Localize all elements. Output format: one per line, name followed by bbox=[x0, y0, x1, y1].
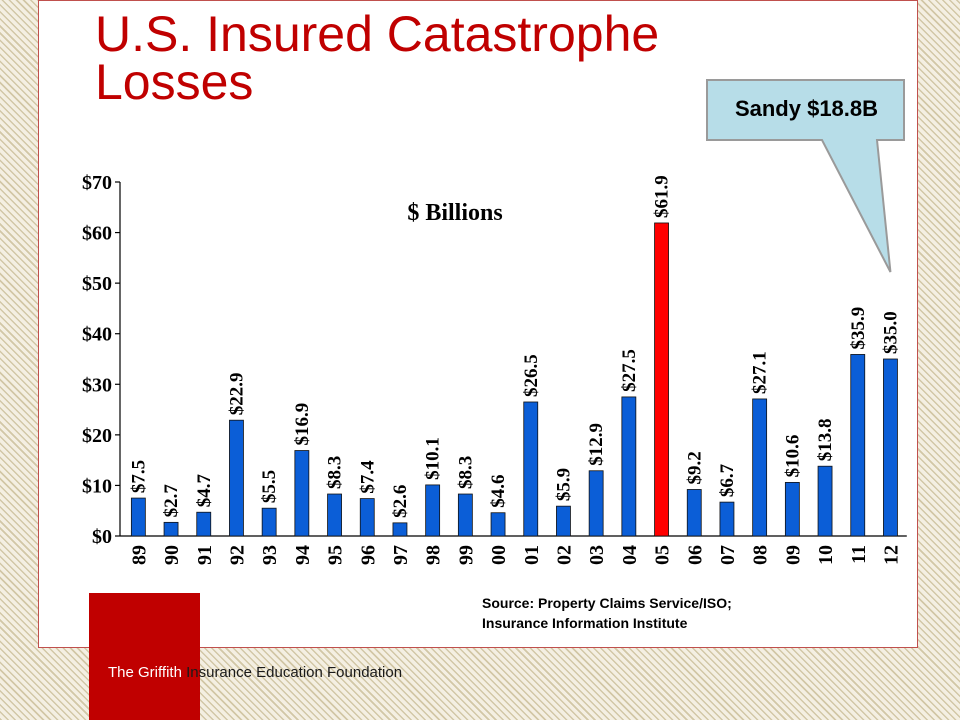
footer-org-part-2: Insurance Education Foundation bbox=[181, 664, 403, 681]
bar bbox=[654, 222, 669, 537]
data-label: $27.5 bbox=[619, 349, 640, 392]
data-label: $8.3 bbox=[455, 456, 476, 489]
bar bbox=[163, 521, 179, 537]
data-label: $2.7 bbox=[161, 484, 182, 518]
x-tick-label: 12 bbox=[880, 545, 902, 565]
source-note: Source: Property Claims Service/ISO; Ins… bbox=[482, 593, 902, 633]
x-tick-label: 97 bbox=[390, 545, 412, 565]
x-tick-label: 09 bbox=[782, 545, 804, 565]
data-label: $8.3 bbox=[325, 456, 346, 489]
x-tick-label: 89 bbox=[128, 545, 150, 565]
bar bbox=[359, 498, 375, 537]
bar bbox=[621, 396, 637, 537]
slide-title: U.S. Insured Catastrophe Losses bbox=[95, 6, 660, 110]
bar bbox=[261, 507, 277, 537]
data-label: $35.0 bbox=[880, 311, 901, 354]
bar bbox=[294, 450, 310, 537]
source-line-2: Insurance Information Institute bbox=[482, 615, 688, 631]
bar bbox=[457, 493, 473, 537]
x-tick-label: 93 bbox=[259, 545, 281, 565]
data-label: $61.9 bbox=[652, 175, 673, 218]
y-tick-label: $50 bbox=[82, 273, 112, 295]
data-label: $6.7 bbox=[717, 463, 738, 497]
footer-org-part-1: The Griffith bbox=[108, 664, 182, 681]
x-tick-label: 90 bbox=[161, 545, 183, 565]
x-tick-label: 01 bbox=[521, 545, 543, 565]
x-tick-label: 07 bbox=[717, 545, 739, 565]
bar bbox=[229, 419, 244, 537]
x-tick-label: 99 bbox=[455, 545, 477, 565]
chart-title: $ Billions bbox=[407, 200, 502, 226]
data-label: $5.5 bbox=[259, 470, 280, 503]
x-tick-label: 94 bbox=[292, 545, 314, 565]
footer-red-block bbox=[89, 593, 200, 720]
x-tick-label: 02 bbox=[553, 545, 575, 565]
y-tick-label: $60 bbox=[82, 223, 112, 245]
data-label: $9.2 bbox=[684, 451, 705, 484]
x-tick-label: 08 bbox=[750, 545, 772, 565]
bar bbox=[784, 481, 800, 537]
bar bbox=[686, 489, 702, 537]
data-label: $2.6 bbox=[390, 485, 411, 518]
data-label: $26.5 bbox=[521, 354, 542, 397]
data-label: $16.9 bbox=[292, 403, 313, 446]
data-label: $35.9 bbox=[848, 307, 869, 350]
bar bbox=[425, 484, 441, 537]
bar bbox=[883, 358, 898, 537]
y-tick-label: $0 bbox=[92, 526, 112, 548]
callout-bubble bbox=[706, 79, 905, 273]
callout-label: Sandy $18.8B bbox=[734, 96, 879, 121]
x-tick-label: 06 bbox=[684, 545, 706, 565]
data-label: $12.9 bbox=[586, 423, 607, 466]
x-tick-label: 96 bbox=[357, 545, 379, 565]
y-tick-label: $10 bbox=[82, 475, 112, 497]
x-tick-label: 00 bbox=[488, 545, 510, 565]
x-tick-label: 04 bbox=[619, 545, 641, 565]
bar bbox=[490, 512, 506, 537]
x-tick-label: 10 bbox=[815, 545, 837, 565]
y-tick-label: $30 bbox=[82, 374, 112, 396]
data-label: $7.4 bbox=[357, 460, 378, 494]
x-tick-label: 11 bbox=[848, 545, 870, 564]
data-label: $22.9 bbox=[226, 372, 247, 415]
data-label: $5.9 bbox=[553, 468, 574, 501]
bar bbox=[556, 505, 571, 537]
x-tick-label: 05 bbox=[652, 545, 674, 565]
footer-org-name: The Griffith Insurance Education Foundat… bbox=[108, 664, 402, 681]
bar bbox=[327, 493, 342, 537]
source-line-1: Source: Property Claims Service/ISO; bbox=[482, 595, 732, 611]
data-label: $13.8 bbox=[815, 418, 836, 461]
x-tick-label: 95 bbox=[325, 545, 347, 565]
data-label: $4.7 bbox=[194, 473, 215, 507]
data-label: $10.6 bbox=[782, 435, 803, 478]
bar bbox=[130, 497, 146, 537]
x-tick-label: 98 bbox=[423, 545, 445, 565]
data-label: $4.6 bbox=[488, 474, 509, 507]
y-tick-label: $20 bbox=[82, 425, 112, 447]
bar bbox=[817, 465, 833, 537]
bar bbox=[196, 511, 212, 537]
x-tick-label: 92 bbox=[226, 545, 248, 565]
y-tick-label: $70 bbox=[82, 172, 112, 194]
data-label: $7.5 bbox=[128, 460, 149, 493]
bar bbox=[752, 398, 768, 537]
data-label: $27.1 bbox=[750, 351, 771, 394]
bar bbox=[850, 354, 866, 537]
y-tick-label: $40 bbox=[82, 324, 112, 346]
bar bbox=[392, 522, 408, 537]
x-tick-label: 91 bbox=[194, 545, 216, 565]
x-tick-label: 03 bbox=[586, 545, 608, 565]
bar bbox=[719, 501, 735, 537]
bar bbox=[523, 401, 539, 537]
data-label: $10.1 bbox=[423, 437, 444, 480]
bar bbox=[588, 470, 604, 537]
